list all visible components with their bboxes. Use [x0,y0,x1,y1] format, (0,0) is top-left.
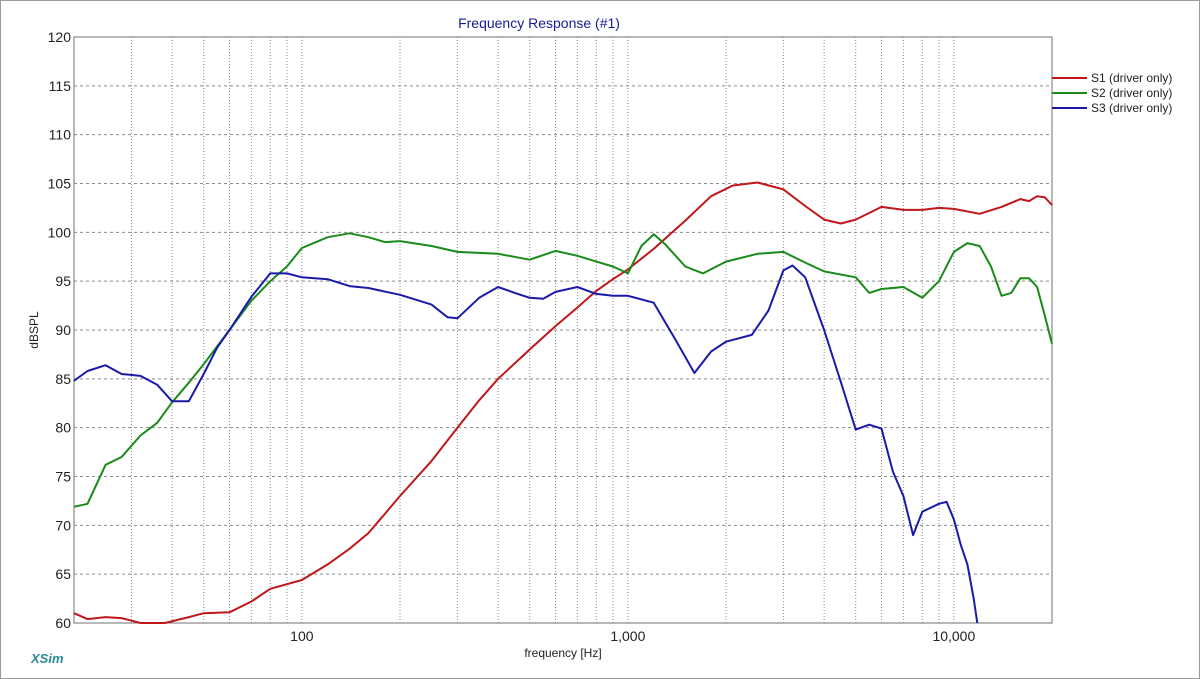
y-tick-label: 105 [48,176,72,192]
y-axis-ticks: 60 65 70 75 80 85 90 95 100 105 110 115 120 [48,29,72,631]
xsim-logo: XSim [30,651,64,666]
x-tick-label: 10,000 [932,628,975,644]
legend: S1 (driver only) S2 (driver only) S3 (dr… [1052,71,1172,115]
series-line-s1 [73,181,1053,624]
y-tick-label: 95 [55,273,71,289]
chart-title: Frequency Response (#1) [458,15,620,31]
legend-label-s1: S1 (driver only) [1091,71,1172,85]
x-axis-ticks: 100 1,000 10,000 [290,628,975,644]
legend-label-s2: S2 (driver only) [1091,86,1172,100]
y-axis-label: dBSPL [27,311,41,349]
y-tick-label: 85 [55,371,71,387]
y-tick-label: 100 [48,224,72,240]
series-line-s3 [73,264,979,624]
y-tick-label: 90 [55,322,71,338]
x-tick-label: 100 [290,628,314,644]
y-tick-label: 110 [49,127,72,143]
y-tick-label: 115 [49,78,72,94]
y-tick-label: 120 [48,29,72,45]
y-tick-label: 70 [55,517,71,533]
grid [74,37,1052,623]
y-tick-label: 60 [55,615,71,631]
x-axis-label: frequency [Hz] [524,646,601,660]
legend-label-s3: S3 (driver only) [1091,101,1172,115]
x-tick-label: 1,000 [610,628,645,644]
series-group [73,181,1053,624]
y-tick-label: 80 [55,420,71,436]
y-tick-label: 75 [55,469,71,485]
y-tick-label: 65 [55,566,71,582]
